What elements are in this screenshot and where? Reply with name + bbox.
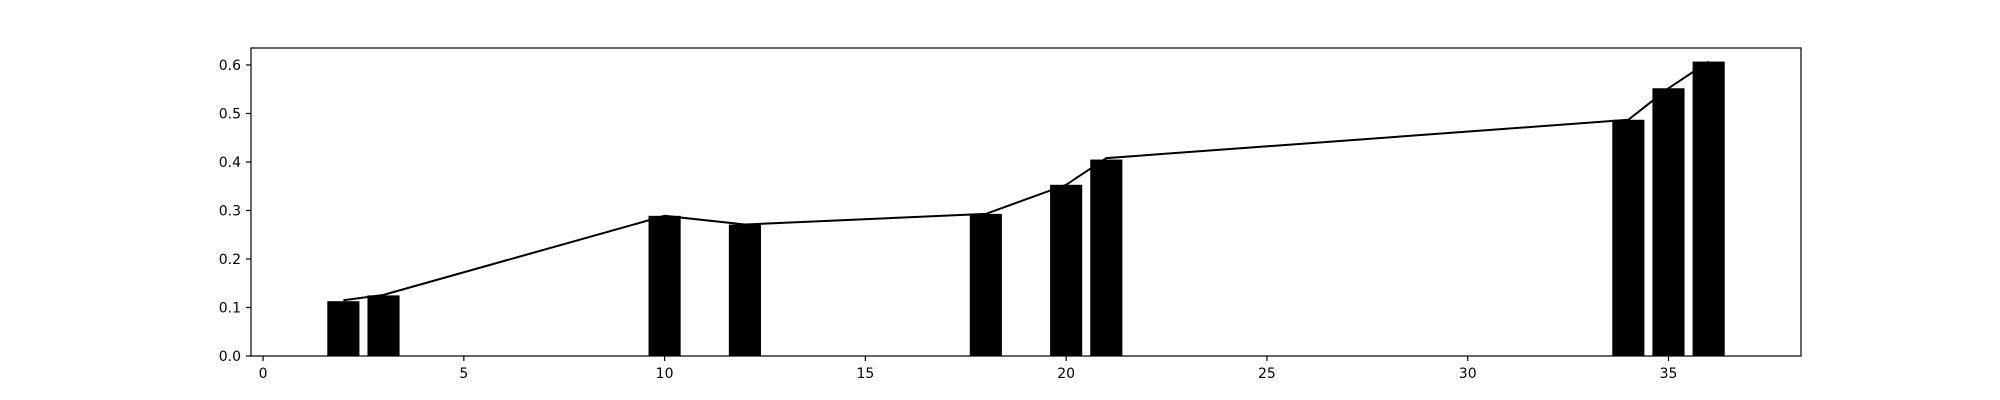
bar — [728, 224, 761, 356]
bar — [367, 295, 400, 356]
plot-background — [251, 48, 1801, 356]
x-tick-label: 35 — [1660, 366, 1678, 382]
x-tick-label: 20 — [1057, 366, 1075, 382]
bar — [648, 215, 681, 356]
x-tick-label: 25 — [1258, 366, 1276, 382]
y-tick-label: 0.6 — [219, 58, 241, 74]
line-series-group — [343, 60, 1710, 302]
bar — [1090, 159, 1123, 356]
x-tick-label: 10 — [656, 366, 674, 382]
bar — [1692, 61, 1725, 356]
bar — [327, 301, 360, 356]
x-tick-label: 5 — [459, 366, 468, 382]
x-tick-label: 0 — [259, 366, 268, 382]
y-tick-label: 0.2 — [219, 252, 241, 268]
bar — [969, 213, 1002, 356]
y-tick-label: 0.0 — [219, 349, 241, 365]
y-tick-label: 0.1 — [219, 300, 241, 316]
y-tick-label: 0.5 — [219, 106, 241, 122]
bars-group — [327, 61, 1725, 356]
y-tick-label: 0.4 — [219, 155, 241, 171]
series-line — [343, 60, 1710, 302]
y-axis: 0.0 0.1 0.2 0.3 0.4 0.5 0.6 — [219, 58, 251, 365]
y-tick-label: 0.3 — [219, 203, 241, 219]
bar — [1050, 184, 1083, 356]
x-tick-label: 30 — [1459, 366, 1477, 382]
x-tick-label: 15 — [856, 366, 874, 382]
plot-frame — [250, 47, 1802, 357]
bar — [1652, 88, 1685, 356]
bar — [1612, 119, 1645, 356]
x-axis: 0 5 10 15 20 25 30 35 — [259, 356, 1678, 382]
